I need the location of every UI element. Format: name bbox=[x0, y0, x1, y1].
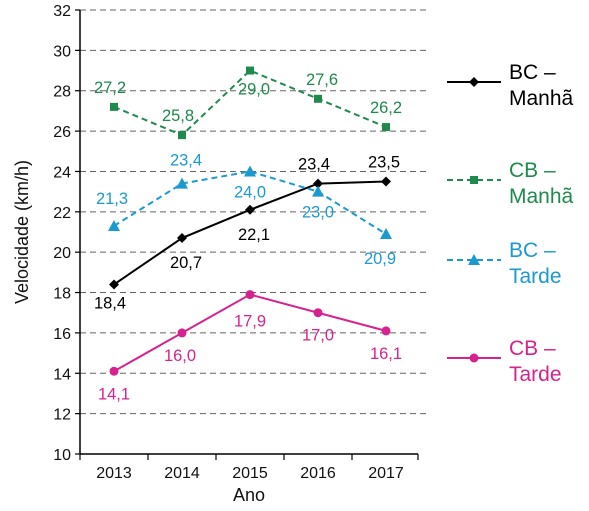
legend-label-bc_tarde-line1: BC – bbox=[509, 239, 556, 262]
data-point-bc_tarde bbox=[176, 177, 188, 189]
y-tick-label: 30 bbox=[53, 43, 71, 60]
data-label-cb_tarde: 17,0 bbox=[302, 327, 334, 345]
legend-marker-cb_manha bbox=[470, 176, 478, 184]
data-label-bc_manha: 22,1 bbox=[238, 226, 270, 244]
series-bc_manha: 18,4 20,7 22,1 23,4 23,5 bbox=[94, 154, 400, 313]
legend-label-bc_manha-line1: BC – bbox=[509, 61, 556, 84]
data-label-bc_tarde: 24,0 bbox=[234, 183, 266, 201]
data-label-bc_tarde: 23,0 bbox=[302, 204, 334, 222]
data-label-bc_tarde: 21,3 bbox=[96, 190, 128, 208]
data-label-cb_manha: 29,0 bbox=[238, 81, 270, 99]
data-point-bc_manha bbox=[245, 204, 255, 215]
data-point-cb_manha bbox=[110, 102, 118, 111]
data-label-bc_tarde: 23,4 bbox=[170, 152, 202, 170]
data-label-bc_tarde: 20,9 bbox=[364, 250, 396, 268]
x-tick-labels: 2013 2014 2015 2016 2017 bbox=[79, 454, 419, 482]
grid-lines bbox=[75, 9, 428, 455]
legend-entry-bc_manha: BC – Manhã bbox=[447, 61, 574, 110]
data-point-bc_manha bbox=[109, 279, 119, 290]
legend-entry-bc_tarde: BC – Tarde bbox=[447, 239, 562, 288]
y-tick-label: 16 bbox=[53, 326, 71, 343]
legend-label-cb_tarde-line2: Tarde bbox=[509, 363, 562, 386]
data-point-bc_tarde bbox=[312, 185, 324, 197]
data-label-cb_manha: 27,6 bbox=[306, 71, 338, 89]
data-point-cb_manha bbox=[382, 123, 390, 132]
series-bc_tarde: 21,3 23,4 24,0 23,0 20,9 bbox=[96, 152, 396, 268]
series-cb_manha: 27,2 25,8 29,0 27,6 26,2 bbox=[94, 66, 402, 140]
data-point-bc_tarde bbox=[244, 165, 256, 177]
data-point-cb_tarde bbox=[177, 328, 187, 338]
data-label-cb_tarde: 14,1 bbox=[98, 385, 130, 403]
data-label-bc_manha: 23,4 bbox=[298, 156, 330, 174]
y-tick-label: 26 bbox=[53, 124, 71, 141]
y-axis-title: Velocidade (km/h) bbox=[12, 160, 32, 304]
legend-entry-cb_tarde: CB – Tarde bbox=[447, 337, 562, 386]
y-tick-label: 28 bbox=[53, 84, 71, 101]
legend-label-bc_tarde-line2: Tarde bbox=[509, 265, 562, 288]
data-label-cb_manha: 26,2 bbox=[370, 99, 402, 117]
legend-marker-bc_tarde bbox=[468, 254, 480, 265]
x-axis-title: Ano bbox=[233, 485, 265, 505]
y-tick-labels: 10 12 14 16 18 20 22 24 26 28 30 32 bbox=[53, 3, 71, 464]
data-point-cb_tarde bbox=[313, 308, 323, 318]
legend-label-cb_tarde-line1: CB – bbox=[509, 337, 556, 360]
legend-label-cb_manha-line2: Manhã bbox=[509, 185, 574, 208]
x-tick-label: 2015 bbox=[232, 465, 268, 482]
x-tick-label: 2016 bbox=[300, 465, 336, 482]
data-label-cb_tarde: 16,0 bbox=[164, 347, 196, 365]
data-point-cb_manha bbox=[314, 94, 322, 103]
y-tick-label: 20 bbox=[53, 245, 71, 262]
data-point-bc_manha bbox=[381, 176, 391, 187]
y-tick-label: 32 bbox=[53, 3, 71, 20]
x-tick-label: 2017 bbox=[368, 465, 404, 482]
data-point-bc_tarde bbox=[108, 219, 120, 231]
data-label-cb_tarde: 17,9 bbox=[234, 313, 266, 331]
series-group: 18,4 20,7 22,1 23,4 23,5 27,2 25,8 29,0 27,6 26,2… bbox=[94, 66, 402, 403]
y-tick-label: 14 bbox=[53, 366, 71, 383]
data-point-cb_tarde bbox=[245, 290, 255, 300]
series-cb_tarde: 14,1 16,0 17,9 17,0 16,1 bbox=[98, 290, 402, 403]
data-point-bc_manha bbox=[177, 233, 187, 244]
x-tick-label: 2013 bbox=[96, 465, 132, 482]
data-point-cb_tarde bbox=[381, 326, 391, 336]
data-label-bc_manha: 20,7 bbox=[170, 254, 202, 272]
x-tick-label: 2014 bbox=[164, 465, 200, 482]
series-line-bc_tarde bbox=[113, 170, 387, 235]
data-label-cb_manha: 27,2 bbox=[94, 79, 126, 97]
data-point-cb_tarde bbox=[109, 366, 119, 376]
data-point-cb_manha bbox=[246, 66, 254, 75]
data-point-bc_manha bbox=[313, 178, 323, 189]
legend-marker-cb_tarde bbox=[469, 353, 479, 363]
axes bbox=[79, 10, 418, 455]
legend-label-cb_manha-line1: CB – bbox=[509, 159, 556, 182]
data-label-cb_tarde: 16,1 bbox=[370, 345, 402, 363]
y-tick-label: 10 bbox=[53, 447, 71, 464]
data-label-bc_manha: 23,5 bbox=[368, 154, 400, 172]
data-point-cb_manha bbox=[178, 131, 186, 140]
y-tick-label: 18 bbox=[53, 286, 71, 303]
legend-label-bc_manha-line2: Manhã bbox=[509, 87, 574, 110]
y-tick-label: 24 bbox=[53, 164, 71, 181]
legend-entry-cb_manha: CB – Manhã bbox=[447, 159, 574, 208]
y-tick-label: 22 bbox=[53, 205, 71, 222]
data-label-bc_manha: 18,4 bbox=[94, 294, 126, 312]
y-tick-label: 12 bbox=[53, 407, 71, 424]
data-label-cb_manha: 25,8 bbox=[162, 107, 194, 125]
legend: BC – Manhã CB – Manhã BC – Tarde CB – Tarde bbox=[447, 61, 574, 386]
legend-marker-bc_manha bbox=[469, 77, 479, 87]
data-point-bc_tarde bbox=[380, 228, 392, 240]
series-line-cb_manha bbox=[113, 69, 387, 137]
